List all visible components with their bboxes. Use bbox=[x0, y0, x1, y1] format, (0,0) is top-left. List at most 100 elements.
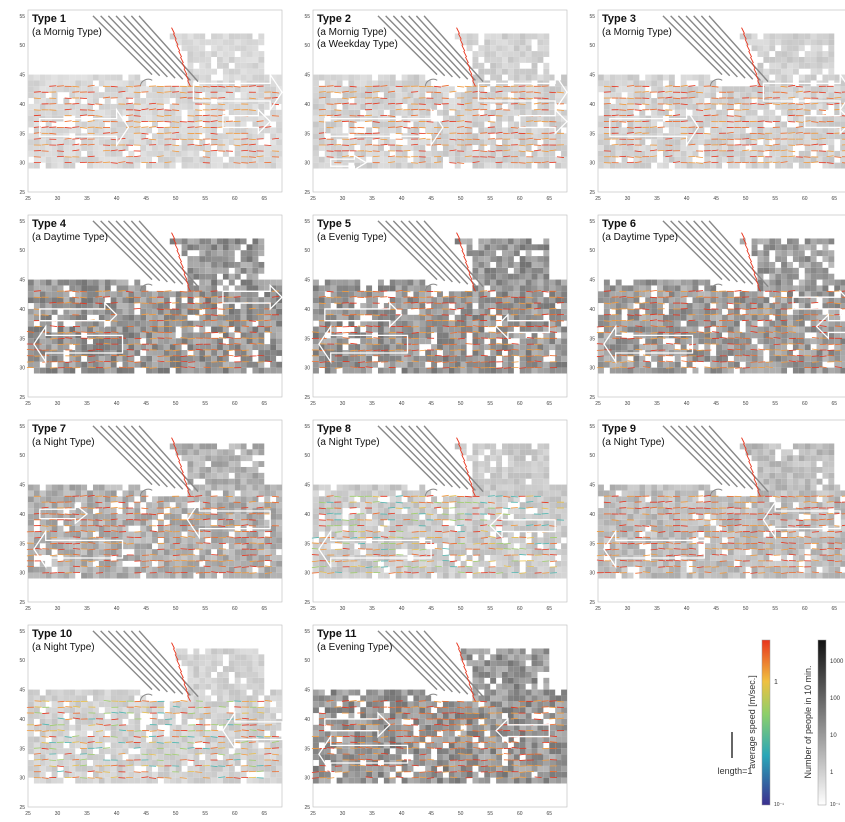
density-cell bbox=[276, 350, 282, 356]
density-cell bbox=[532, 69, 538, 75]
density-cell bbox=[247, 63, 253, 69]
density-cell bbox=[467, 139, 473, 145]
density-cell bbox=[205, 51, 211, 57]
density-cell bbox=[408, 344, 414, 350]
density-cell bbox=[478, 338, 484, 344]
density-cell bbox=[413, 350, 419, 356]
flow-vector bbox=[727, 116, 734, 117]
density-cell bbox=[484, 116, 490, 122]
density-cell bbox=[343, 285, 349, 291]
density-cell bbox=[526, 368, 532, 374]
density-cell bbox=[639, 163, 645, 169]
density-cell bbox=[419, 98, 425, 104]
density-cell bbox=[158, 338, 164, 344]
density-cell bbox=[123, 321, 129, 327]
density-cell bbox=[252, 63, 258, 69]
density-cell bbox=[134, 344, 140, 350]
density-cell bbox=[390, 104, 396, 110]
density-cell bbox=[241, 315, 247, 321]
density-cell bbox=[639, 80, 645, 86]
density-cell bbox=[58, 368, 64, 374]
density-cell bbox=[348, 315, 354, 321]
density-cell bbox=[681, 151, 687, 157]
density-cell bbox=[235, 315, 241, 321]
density-cell bbox=[276, 110, 282, 116]
density-cell bbox=[211, 157, 217, 163]
density-cell bbox=[134, 86, 140, 92]
density-cell bbox=[63, 344, 69, 350]
density-cell bbox=[419, 122, 425, 128]
density-cell bbox=[40, 291, 46, 297]
density-cell bbox=[170, 291, 176, 297]
density-cell bbox=[532, 268, 538, 274]
density-cell bbox=[270, 116, 276, 122]
density-cell bbox=[431, 327, 437, 333]
density-cell bbox=[28, 338, 34, 344]
density-cell bbox=[128, 285, 134, 291]
flow-vector bbox=[819, 144, 826, 145]
density-cell bbox=[390, 315, 396, 321]
density-cell bbox=[639, 139, 645, 145]
flow-vector bbox=[195, 303, 202, 304]
density-cell bbox=[319, 104, 325, 110]
density-cell bbox=[235, 268, 241, 274]
flow-vector bbox=[350, 92, 357, 93]
density-cell bbox=[193, 92, 199, 98]
density-cell bbox=[52, 80, 58, 86]
density-cell bbox=[252, 145, 258, 151]
count-tick: 1 bbox=[830, 770, 834, 776]
density-cell bbox=[610, 163, 616, 169]
density-cell bbox=[787, 75, 793, 81]
density-cell bbox=[134, 321, 140, 327]
density-cell bbox=[319, 98, 325, 104]
density-cell bbox=[543, 104, 549, 110]
density-cell bbox=[408, 368, 414, 374]
density-cell bbox=[728, 92, 734, 98]
density-cell bbox=[146, 110, 152, 116]
density-cell bbox=[828, 133, 834, 139]
density-cell bbox=[158, 127, 164, 133]
density-cell bbox=[40, 297, 46, 303]
density-cell bbox=[40, 145, 46, 151]
density-cell bbox=[247, 356, 253, 362]
density-cell bbox=[123, 80, 129, 86]
density-cell bbox=[549, 362, 555, 368]
density-cell bbox=[496, 63, 502, 69]
panel-subtitle: (a Mornig Type) bbox=[317, 27, 387, 38]
density-cell bbox=[805, 163, 811, 169]
density-cell bbox=[532, 244, 538, 250]
density-cell bbox=[223, 51, 229, 57]
density-cell bbox=[217, 157, 223, 163]
density-cell bbox=[508, 116, 514, 122]
density-cell bbox=[681, 163, 687, 169]
density-cell bbox=[532, 122, 538, 128]
density-cell bbox=[746, 104, 752, 110]
density-cell bbox=[247, 163, 253, 169]
density-cell bbox=[472, 122, 478, 128]
density-cell bbox=[378, 127, 384, 133]
density-cell bbox=[390, 163, 396, 169]
flow-vector bbox=[549, 92, 556, 93]
density-cell bbox=[252, 238, 258, 244]
density-cell bbox=[75, 321, 81, 327]
density-cell bbox=[616, 92, 622, 98]
density-cell bbox=[490, 39, 496, 45]
density-cell bbox=[241, 63, 247, 69]
density-cell bbox=[663, 122, 669, 128]
density-cell bbox=[63, 163, 69, 169]
density-cell bbox=[384, 151, 390, 157]
density-cell bbox=[258, 69, 264, 75]
density-cell bbox=[781, 139, 787, 145]
density-cell bbox=[472, 291, 478, 297]
density-cell bbox=[710, 133, 716, 139]
flow-vector bbox=[327, 115, 334, 116]
density-cell bbox=[211, 244, 217, 250]
density-cell bbox=[775, 163, 781, 169]
density-cell bbox=[604, 122, 610, 128]
density-cell bbox=[467, 303, 473, 309]
density-cell bbox=[543, 280, 549, 286]
density-cell bbox=[128, 321, 134, 327]
density-cell bbox=[478, 262, 484, 268]
density-cell bbox=[372, 309, 378, 315]
density-cell bbox=[152, 92, 158, 98]
